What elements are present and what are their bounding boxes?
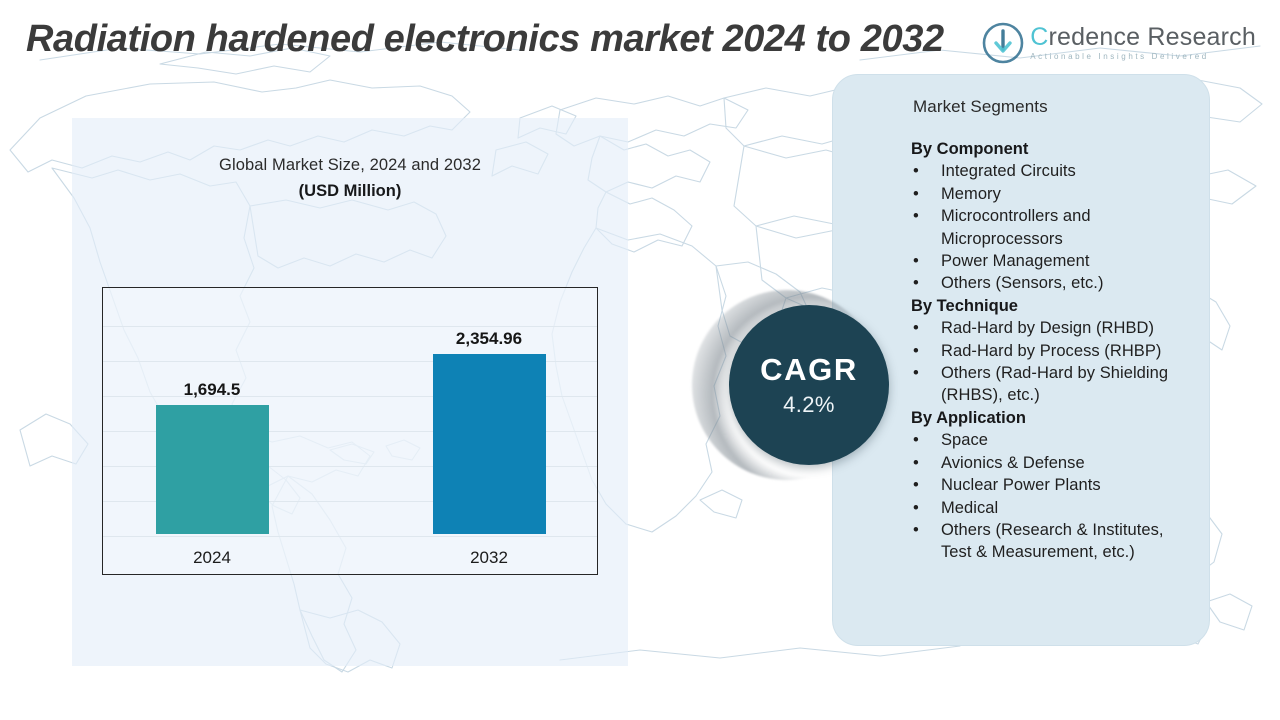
segment-item-list: • Integrated Circuits • Memory • Microcontrol…: [851, 160, 1193, 294]
logo-brand-rest: redence Research: [1048, 23, 1256, 51]
segment-list-item: • Medical: [851, 497, 1193, 519]
chart-gridline: [103, 326, 597, 327]
logo-brand-text: Credence Research: [1030, 25, 1256, 50]
segment-list-item: • Others (Research & Institutes, Test & M…: [913, 520, 1164, 562]
bar-rect-2024: [155, 404, 269, 534]
bullet-icon: •: [913, 184, 919, 203]
page-title: Radiation hardened electronics market 20…: [26, 18, 944, 60]
bar-value-label-2032: 2,354.96: [455, 329, 523, 349]
cagr-circle: CAGR 4.2%: [729, 305, 889, 465]
bullet-icon: •: [913, 274, 919, 293]
cagr-label: CAGR: [760, 352, 858, 387]
chart-bar-2032: 2,354.96 2032: [432, 329, 546, 567]
bullet-icon: •: [913, 520, 919, 539]
chart-gridline: [103, 536, 597, 537]
segment-list-item: • Space: [851, 429, 1193, 451]
segment-group-heading: By Component: [911, 140, 1029, 158]
bullet-icon: •: [913, 252, 919, 271]
chart-title: Global Market Size, 2024 and 2032: [219, 156, 481, 174]
cagr-callout: CAGR 4.2%: [692, 290, 908, 506]
logo-brand-initial: C: [1030, 23, 1049, 51]
credence-logo-mark-icon: [982, 22, 1024, 64]
chart-units-label: (USD Million): [298, 182, 402, 200]
bar-chart-plot-area: 1,694.5 2024 2,354.96 2032: [102, 287, 598, 575]
chart-panel: Global Market Size, 2024 and 2032 (USD M…: [72, 118, 628, 666]
chart-heading: Global Market Size, 2024 and 2032 (USD M…: [72, 156, 628, 201]
segment-list-item: • Microcontrollers and Microprocessors: [913, 207, 1091, 248]
segment-list-item: • Integrated Circuits: [851, 160, 1193, 182]
bar-category-label-2024: 2024: [193, 548, 231, 567]
bullet-icon: •: [913, 341, 919, 360]
bullet-icon: •: [913, 498, 919, 517]
bullet-icon: •: [913, 364, 919, 383]
segment-group-heading: By Application: [911, 408, 1026, 427]
chart-gridline: [103, 361, 597, 362]
bullet-icon: •: [913, 207, 919, 226]
segment-group: By Component • Integrated Circuits • Memory •…: [851, 138, 1193, 295]
chart-bar-2024: 1,694.5 2024: [155, 380, 269, 567]
cagr-value: 4.2%: [783, 392, 835, 417]
bar-value-label-2024: 1,694.5: [183, 379, 241, 399]
logo-tagline: Actionable Insights Delivered: [1030, 52, 1209, 61]
bar-rect-2032: [432, 354, 546, 534]
bullet-icon: •: [913, 476, 919, 495]
chart-gridline: [103, 396, 597, 397]
segment-list-item: • Power Management: [851, 250, 1193, 272]
bullet-icon: •: [913, 431, 919, 450]
bullet-icon: •: [913, 319, 919, 338]
bar-category-label-2032: 2032: [470, 548, 508, 567]
bullet-icon: •: [913, 453, 919, 472]
segment-group-heading: By Technique: [911, 296, 1018, 315]
bullet-icon: •: [913, 162, 919, 181]
market-segments-title: Market Segments: [913, 97, 1048, 116]
credence-research-logo: Credence Research Actionable Insights De…: [982, 22, 1256, 64]
segment-list-item: • Memory: [851, 183, 1193, 205]
